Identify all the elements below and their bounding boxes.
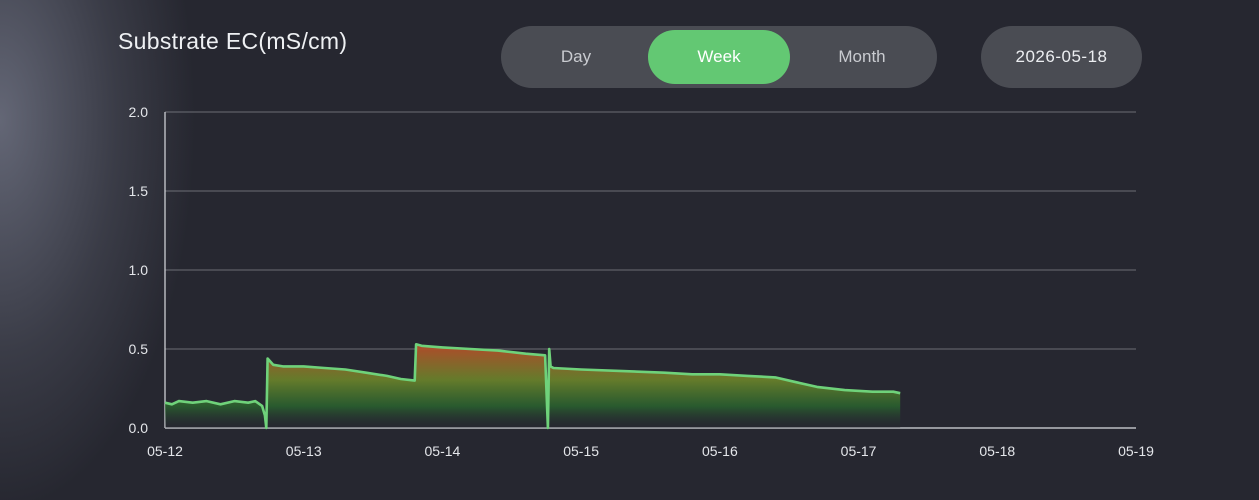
date-picker-button[interactable]: 2026-05-18: [981, 26, 1142, 88]
tab-day[interactable]: Day: [560, 47, 592, 66]
series-line: [164, 343, 901, 430]
y-tick-label: 0.0: [129, 420, 149, 436]
x-tick-label: 05-14: [425, 443, 461, 459]
tab-month[interactable]: Month: [838, 47, 886, 66]
x-tick-label: 05-15: [563, 443, 599, 459]
x-tick-label: 05-19: [1118, 443, 1154, 459]
x-tick-label: 05-16: [702, 443, 738, 459]
x-tick-label: 05-12: [147, 443, 183, 459]
y-tick-label: 1.5: [129, 183, 149, 199]
tab-week[interactable]: Week: [648, 30, 790, 84]
range-segmented-control: Day Week Month: [501, 26, 937, 88]
x-tick-label: 05-18: [979, 443, 1015, 459]
page-title: Substrate EC(mS/cm): [118, 28, 348, 54]
series-area: [165, 344, 901, 428]
y-tick-label: 0.5: [129, 341, 149, 357]
y-tick-label: 2.0: [129, 104, 149, 120]
x-tick-label: 05-17: [841, 443, 877, 459]
x-tick-label: 05-13: [286, 443, 322, 459]
y-tick-label: 1.0: [129, 262, 149, 278]
